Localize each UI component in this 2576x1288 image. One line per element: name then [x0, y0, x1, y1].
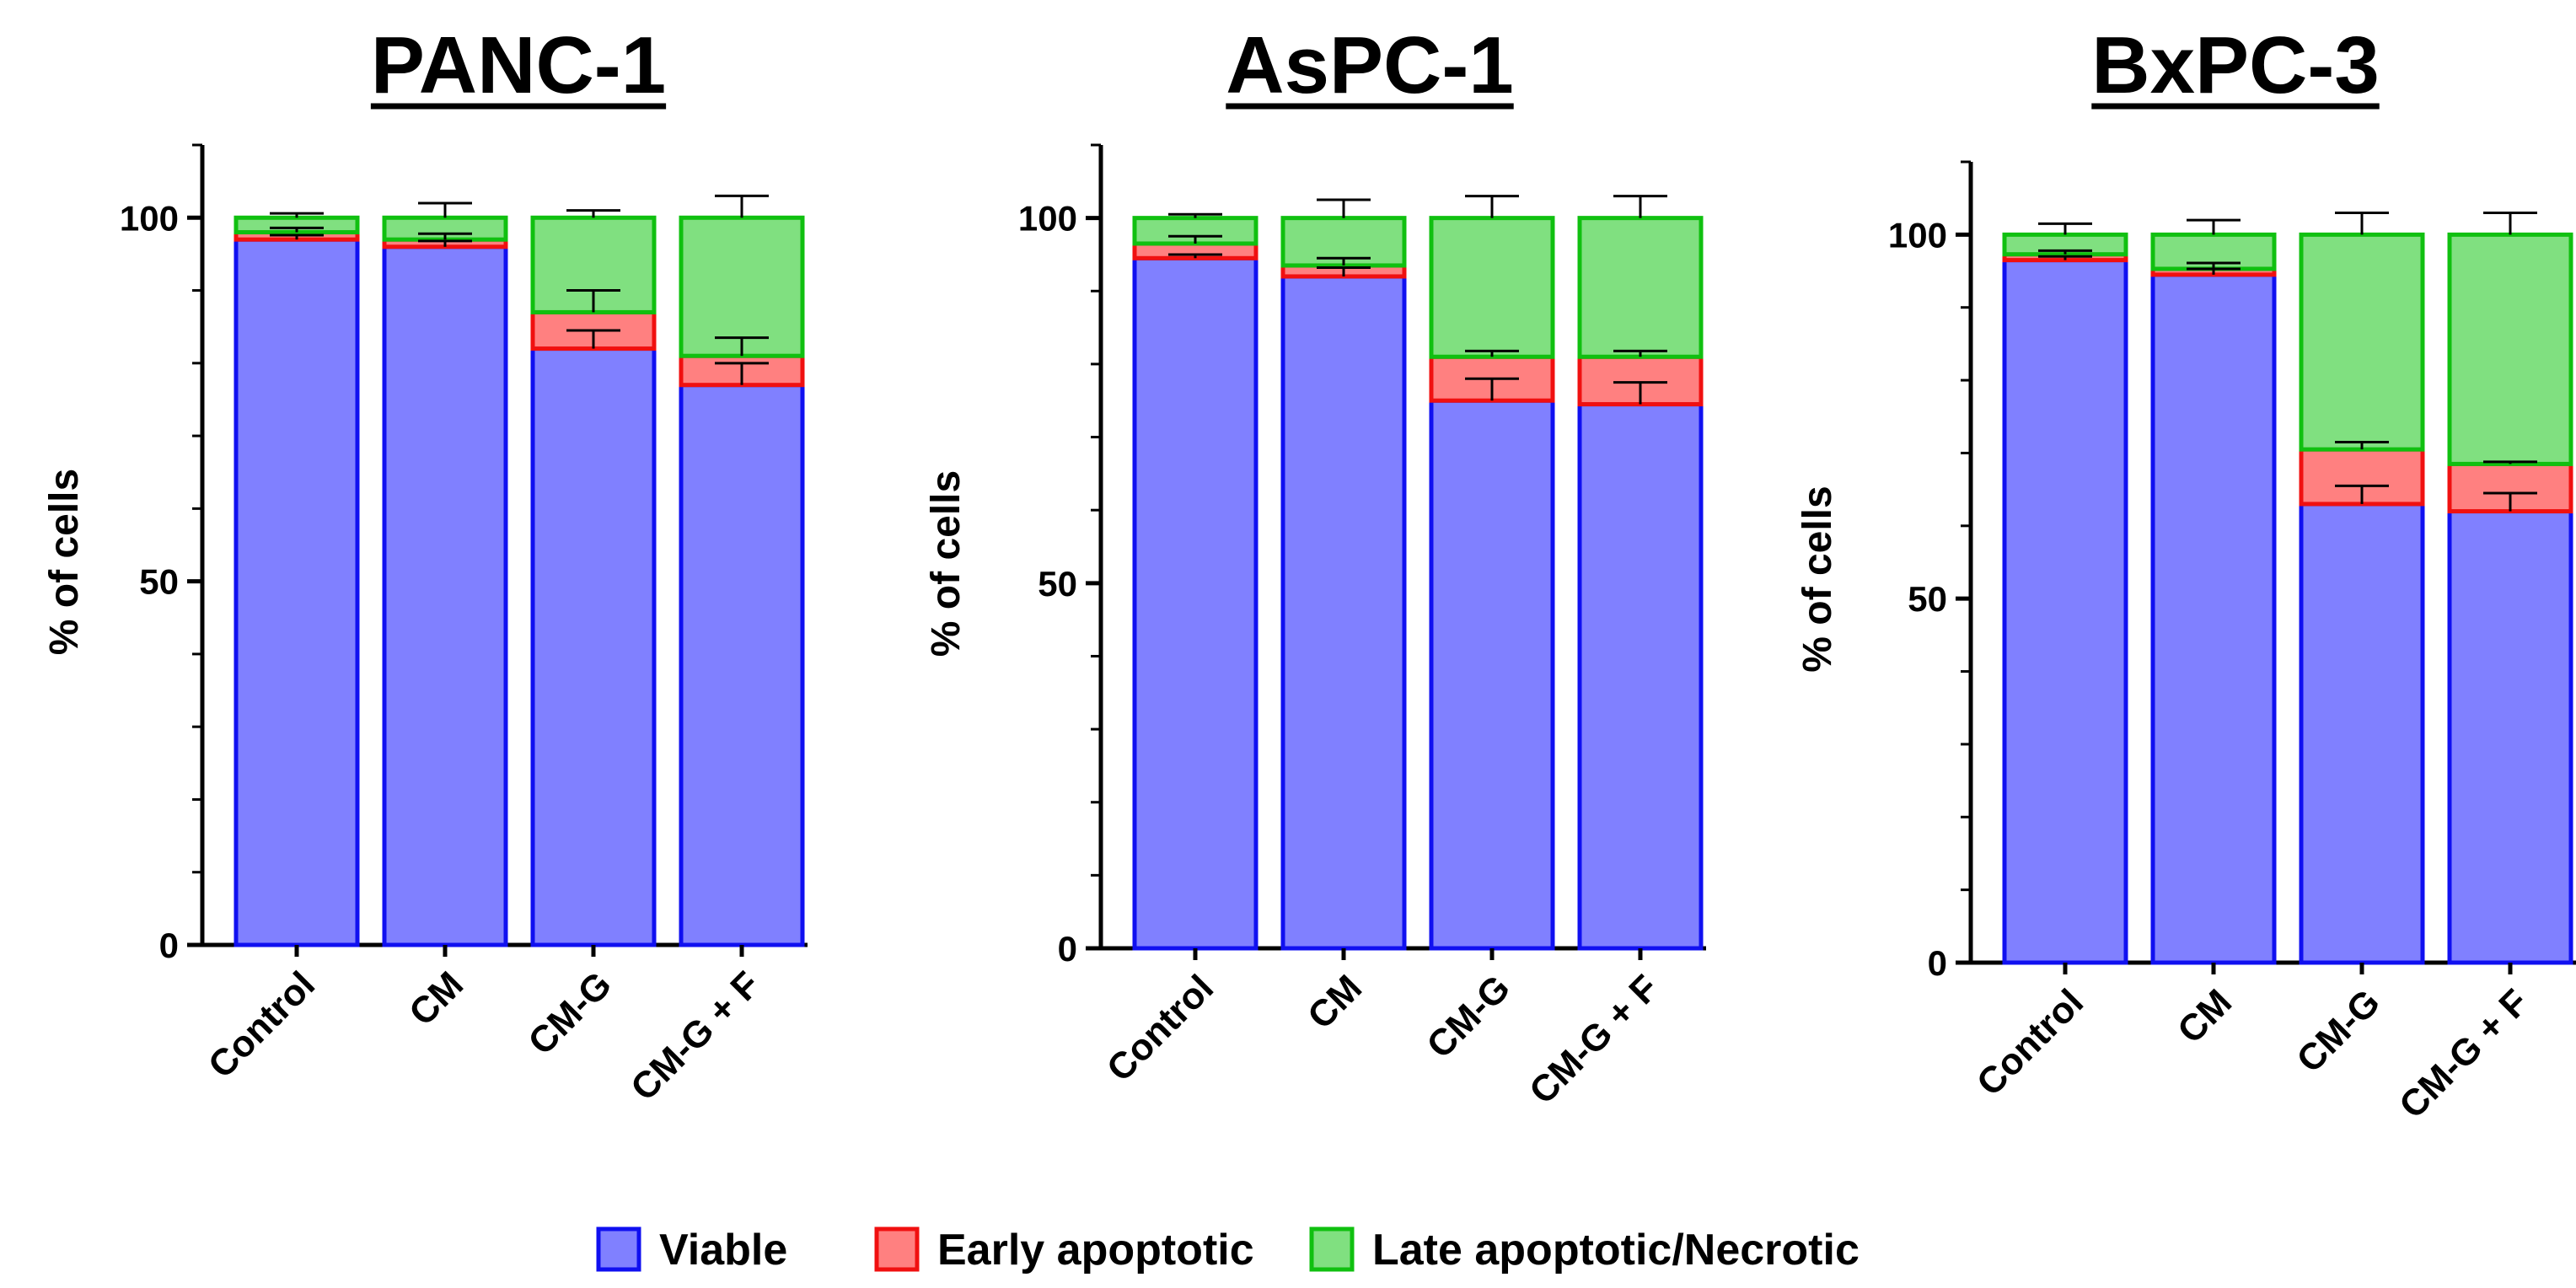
- bar-viable: [1132, 255, 1258, 951]
- legend-label-late-apoptotic: Late apoptotic/Necrotic: [1372, 1226, 1860, 1275]
- bar-viable: [1429, 398, 1555, 951]
- legend-label-early-apoptotic: Early apoptotic: [937, 1226, 1254, 1275]
- y-tick-label: 0: [1058, 929, 1077, 969]
- legend-swatch-late-apoptotic: [1309, 1226, 1355, 1272]
- y-tick-label: 100: [1888, 215, 1947, 255]
- bar-viable: [679, 383, 805, 947]
- bar-late-apoptotic: [1577, 216, 1704, 359]
- x-tick-label: CM-G: [2289, 981, 2388, 1081]
- x-tick-label: Control: [201, 963, 323, 1086]
- bar-viable: [382, 244, 508, 947]
- x-tick-label: CM-G: [520, 963, 620, 1063]
- y-tick-label: 100: [1018, 199, 1077, 239]
- bar-late-apoptotic: [2299, 232, 2425, 452]
- y-axis-label: % of cells: [1795, 486, 1840, 672]
- chart-panel-2: AsPC-1 % of cells 0 50 100 Control CM CM-G CM-G …: [924, 20, 1706, 1112]
- x-tick-label: CM-G + F: [2391, 981, 2536, 1126]
- legend-swatch-viable: [596, 1226, 641, 1272]
- x-tick-label: CM: [401, 963, 471, 1033]
- y-tick-label: 50: [1038, 564, 1077, 604]
- chart-title: PANC-1: [371, 20, 666, 110]
- bar-late-apoptotic: [2447, 232, 2573, 466]
- legend-swatch-early-apoptotic: [874, 1226, 920, 1272]
- x-tick-label: CM-G: [1419, 967, 1518, 1066]
- x-tick-label: CM: [1300, 967, 1370, 1037]
- bar-viable: [2002, 258, 2128, 965]
- x-tick-label: CM-G + F: [623, 963, 768, 1108]
- x-tick-label: Control: [1969, 981, 2091, 1103]
- y-tick-label: 0: [1928, 943, 1947, 983]
- chart-legend: Viable Early apoptotic Late apoptotic/Ne…: [596, 1226, 1860, 1275]
- bar-late-apoptotic: [1429, 216, 1555, 359]
- bar-viable: [1577, 402, 1704, 951]
- bar-viable: [530, 346, 657, 947]
- y-tick-label: 50: [139, 562, 179, 602]
- bar-viable: [233, 237, 360, 947]
- y-axis-label: % of cells: [42, 469, 87, 655]
- chart-panel-3: BxPC-3 % of cells 0 50 100 Control CM CM-G CM-G …: [1795, 20, 2576, 1126]
- bar-viable: [2447, 509, 2573, 965]
- bar-late-apoptotic: [679, 215, 805, 358]
- bar-viable: [1280, 274, 1407, 951]
- bar-viable: [2150, 272, 2277, 965]
- x-tick-label: Control: [1099, 967, 1221, 1089]
- legend-label-viable: Viable: [659, 1226, 787, 1275]
- x-tick-label: CM: [2170, 981, 2240, 1051]
- bar-viable: [2299, 502, 2425, 965]
- y-tick-label: 0: [159, 926, 179, 965]
- chart-title: BxPC-3: [2091, 20, 2379, 110]
- x-tick-label: CM-G + F: [1521, 967, 1666, 1112]
- chart-title: AsPC-1: [1226, 20, 1513, 110]
- y-axis-label: % of cells: [924, 470, 969, 657]
- chart-panel-1: PANC-1 % of cells 0 50 100 Control CM CM-G CM-G …: [42, 20, 808, 1108]
- y-tick-label: 100: [120, 198, 179, 238]
- y-tick-label: 50: [1908, 579, 1947, 619]
